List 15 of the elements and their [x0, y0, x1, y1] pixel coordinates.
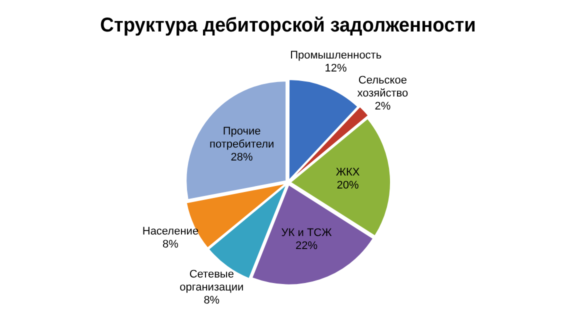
slice-label: Население — [142, 225, 199, 238]
data-label: 8% — [162, 238, 179, 250]
slice-label: Сельское хозяйство — [357, 74, 408, 100]
data-label: 2% — [374, 100, 391, 113]
data-label: 12% — [324, 62, 348, 74]
data-label: 28% — [230, 151, 254, 164]
slice-label: УК и ТСЖ — [281, 227, 332, 240]
slice-label: Промышленность — [290, 49, 382, 62]
slice-label: Прочие потребители — [209, 125, 274, 150]
data-label: 8% — [204, 294, 220, 307]
slice-label: Сетевые организации — [180, 268, 244, 294]
slice-label: ЖКХ — [336, 166, 360, 178]
data-label: 22% — [296, 240, 318, 252]
chart-title: Структура дебиторской задолженности — [100, 14, 476, 37]
data-label: 20% — [336, 179, 360, 192]
